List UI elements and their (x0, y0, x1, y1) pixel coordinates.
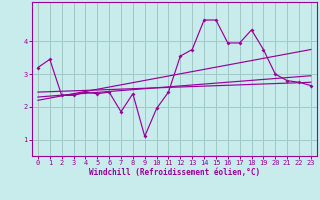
X-axis label: Windchill (Refroidissement éolien,°C): Windchill (Refroidissement éolien,°C) (89, 168, 260, 177)
